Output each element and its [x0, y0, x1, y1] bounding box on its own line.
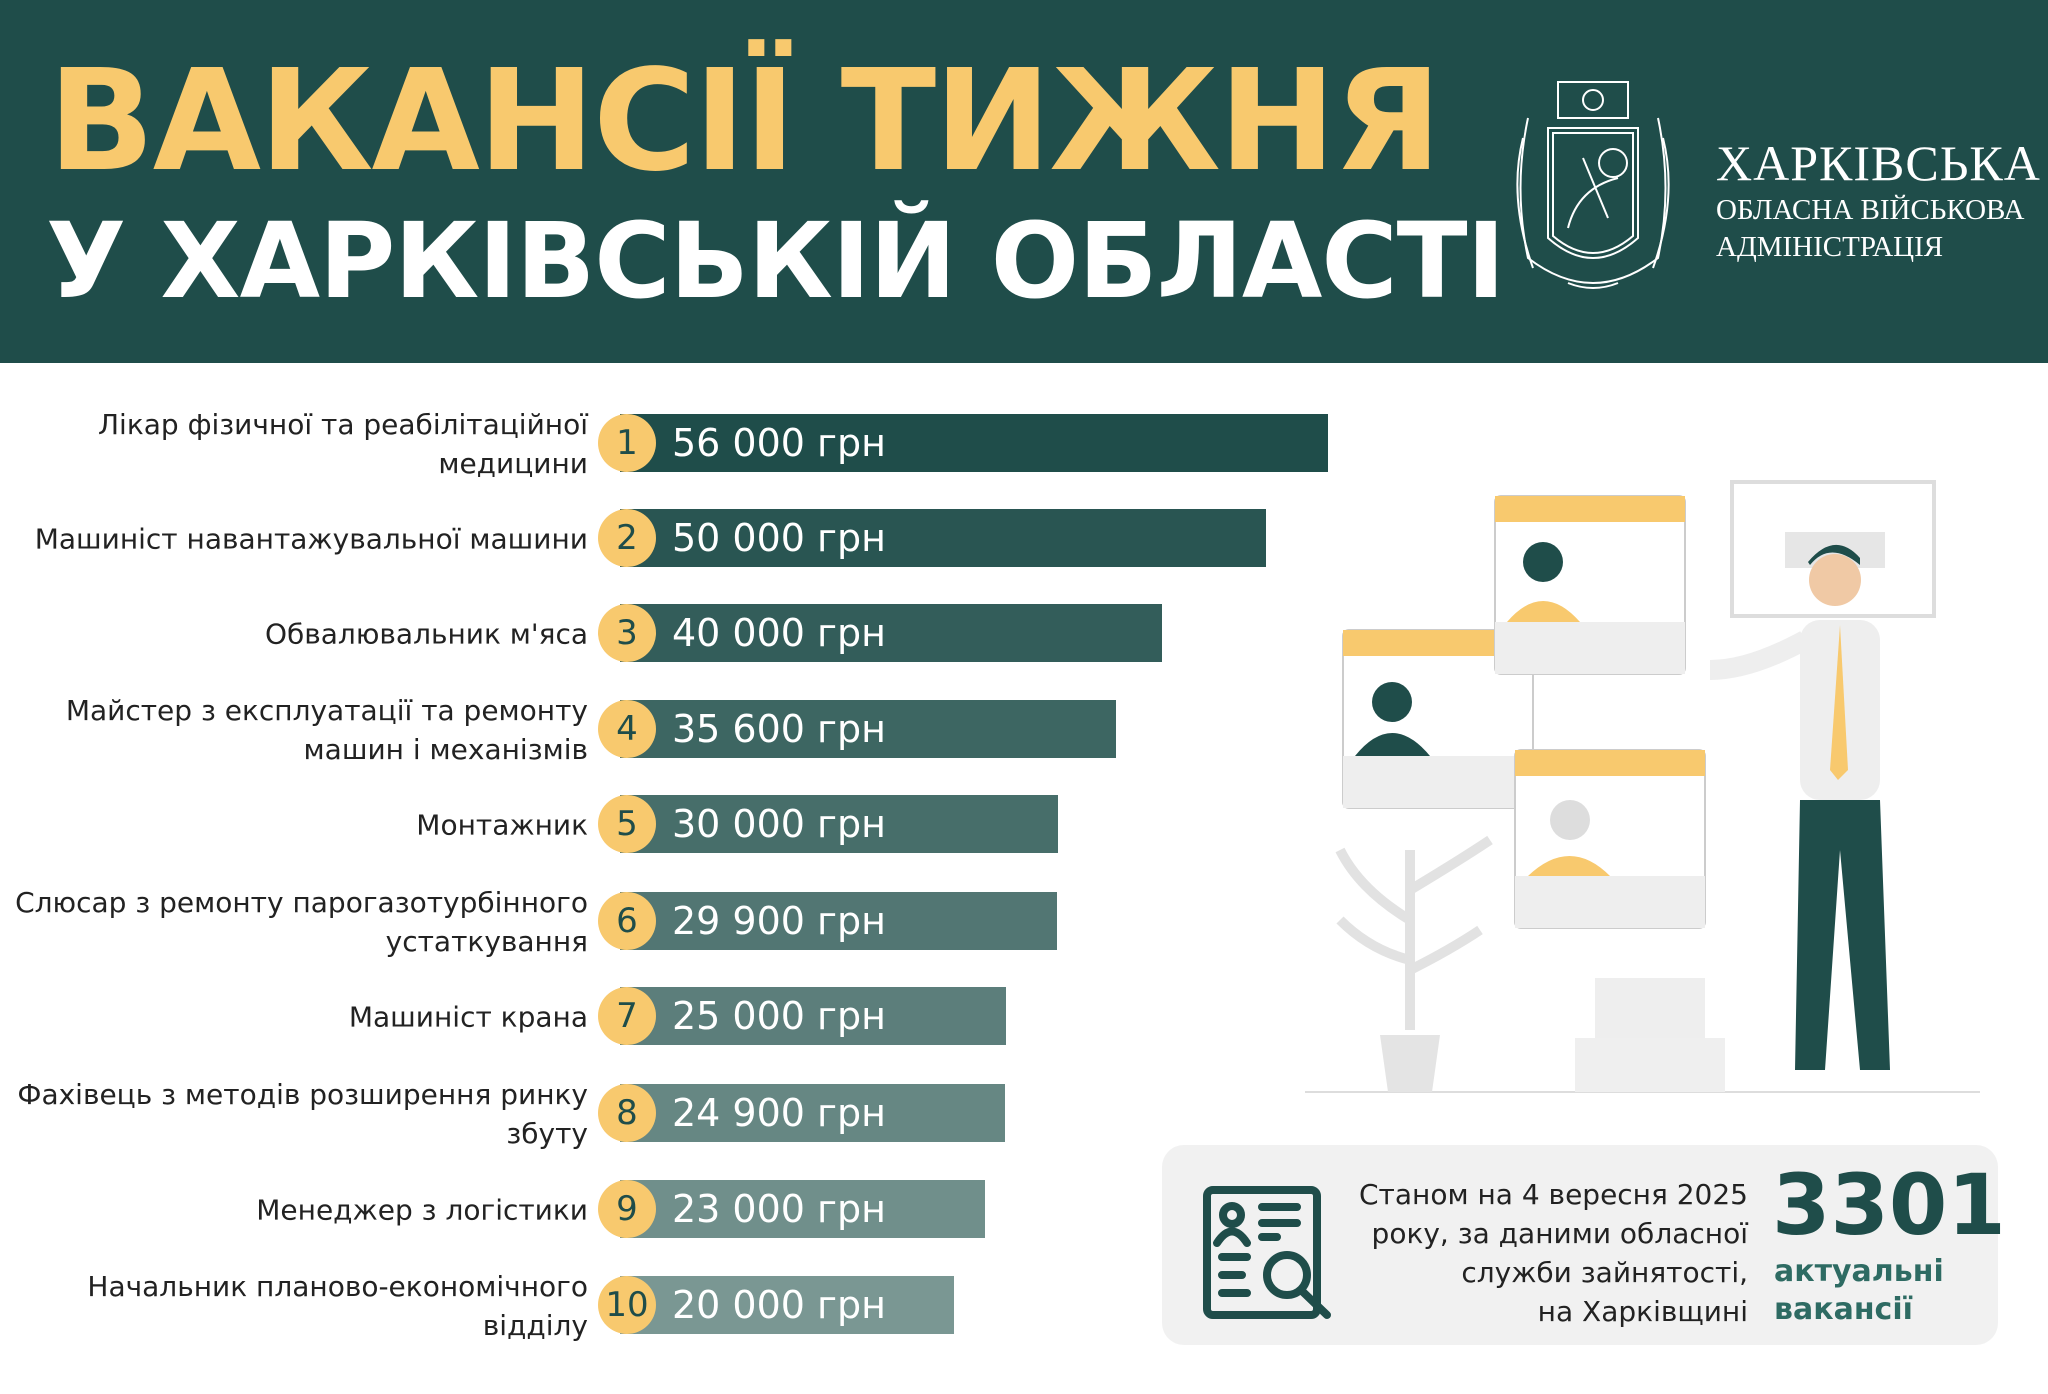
rank-badge: 10	[598, 1276, 656, 1334]
page-subtitle: У ХАРКІВСЬКІЙ ОБЛАСТІ	[46, 200, 1505, 322]
rank-badge: 6	[598, 892, 656, 950]
job-title-label: Менеджер з логістики	[256, 1193, 588, 1227]
stats-text-line: Станом на 4 вересня 2025	[1359, 1178, 1748, 1211]
job-title-label: Машиніст навантажувальної машини	[34, 522, 588, 556]
salary-value-label: 23 000 грн	[672, 1187, 886, 1231]
job-title-label: Начальник планово-економічного відділу	[87, 1270, 588, 1342]
bar-row: Машиніст навантажувальної машини 2 50 000 …	[0, 509, 1400, 569]
resume-search-icon	[1203, 1186, 1331, 1319]
job-title-label: Слюсар з ремонту парогазотурбінного уста…	[15, 886, 588, 958]
rank-badge: 7	[598, 987, 656, 1045]
vacancy-count-caption: актуальні вакансії	[1774, 1253, 1944, 1329]
org-name-line1: ХАРКІВСЬКА	[1716, 135, 2041, 191]
org-name: ХАРКІВСЬКА ОБЛАСНА ВІЙСЬКОВА АДМІНІСТРАЦ…	[1716, 138, 2041, 262]
page-title: ВАКАНСІЇ ТИЖНЯ	[48, 40, 1442, 203]
rank-badge: 2	[598, 509, 656, 567]
vacancy-count: 3301	[1772, 1156, 2006, 1254]
bar-row: Монтажник 5 30 000 грн	[0, 795, 1400, 855]
stats-source-text: Станом на 4 вересня 2025 року, за даними…	[1359, 1175, 1748, 1331]
bar-row: Машиніст крана 7 25 000 грн	[0, 987, 1400, 1047]
bar-row: Менеджер з логістики 9 23 000 грн	[0, 1180, 1400, 1240]
man-figure	[1709, 544, 1890, 1070]
bar-row: Начальник планово-економічного відділу 10…	[0, 1270, 1400, 1342]
salary-value-label: 20 000 грн	[672, 1283, 886, 1327]
job-title-label: Лікар фізичної та реабілітаційної медици…	[97, 408, 588, 480]
salary-value-label: 24 900 грн	[672, 1091, 886, 1135]
salary-value-label: 30 000 грн	[672, 802, 886, 846]
salary-value-label: 50 000 грн	[672, 516, 886, 560]
job-title-label: Майстер з експлуатації та ремонту машин …	[65, 694, 588, 766]
bar-row: Майстер з експлуатації та ремонту машин …	[0, 694, 1400, 766]
salary-bar	[620, 795, 1058, 853]
org-name-line2: ОБЛАСНА ВІЙСЬКОВА	[1716, 194, 2025, 226]
salary-value-label: 40 000 грн	[672, 611, 886, 655]
stats-text-line: року, за даними обласної	[1371, 1217, 1748, 1250]
salary-bar	[620, 1084, 1005, 1142]
rank-badge: 1	[598, 414, 656, 472]
salary-bar	[620, 1276, 954, 1334]
salary-bar	[620, 892, 1057, 950]
salary-value-label: 25 000 грн	[672, 994, 886, 1038]
bar-row: Слюсар з ремонту парогазотурбінного уста…	[0, 886, 1400, 958]
job-title-label: Монтажник	[416, 808, 588, 842]
profile-card	[1514, 749, 1706, 929]
salary-bar	[620, 604, 1162, 662]
job-title-label: Обвалювальник м'яса	[264, 617, 588, 651]
header-banner: ВАКАНСІЇ ТИЖНЯ У ХАРКІВСЬКІЙ ОБЛАСТІ ХАР…	[0, 0, 2048, 363]
bar-row: Лікар фізичної та реабілітаційної медици…	[0, 408, 1400, 480]
rank-badge: 3	[598, 604, 656, 662]
rank-badge: 9	[598, 1180, 656, 1238]
job-title-label: Фахівець з методів розширення ринку збут…	[17, 1078, 588, 1150]
caption-line: вакансії	[1774, 1292, 1913, 1327]
vacancy-stats-box: Станом на 4 вересня 2025 року, за даними…	[1162, 1145, 2006, 1345]
plant-icon	[1335, 835, 1493, 1092]
salary-bar	[620, 509, 1266, 567]
rank-badge: 4	[598, 700, 656, 758]
salary-bar	[620, 1180, 985, 1238]
salary-value-label: 35 600 грн	[672, 707, 886, 751]
bar-row: Обвалювальник м'яса 3 40 000 грн	[0, 604, 1400, 664]
coat-of-arms-logo	[1516, 81, 1670, 289]
salary-bar	[620, 700, 1116, 758]
stats-text-line: служби зайнятості,	[1461, 1256, 1748, 1289]
stats-text-line: на Харківщині	[1537, 1295, 1748, 1328]
bar-row: Фахівець з методів розширення ринку збут…	[0, 1078, 1400, 1150]
org-name-line3: АДМІНІСТРАЦІЯ	[1716, 231, 1944, 263]
caption-line: актуальні	[1774, 1254, 1944, 1289]
job-title-label: Машиніст крана	[348, 1000, 588, 1034]
rank-badge: 5	[598, 795, 656, 853]
rank-badge: 8	[598, 1084, 656, 1142]
salary-value-label: 56 000 грн	[672, 421, 886, 465]
salary-bar	[620, 987, 1006, 1045]
profile-card	[1494, 495, 1686, 675]
salary-bar	[620, 414, 1328, 472]
profile-card	[1342, 629, 1534, 809]
salary-value-label: 29 900 грн	[672, 899, 886, 943]
recruiter-illustration	[1305, 480, 1980, 1093]
